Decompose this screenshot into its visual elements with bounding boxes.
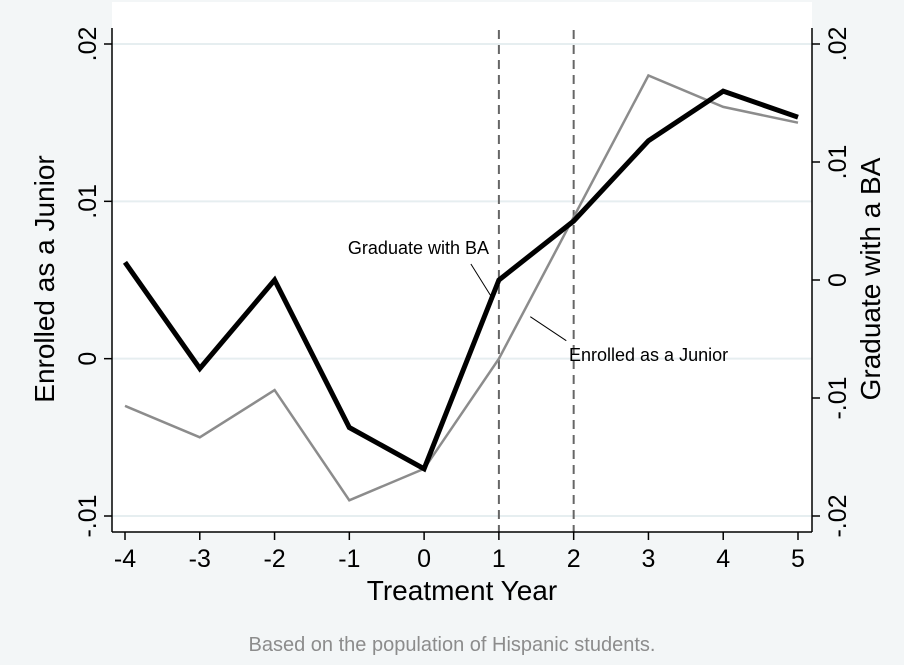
series-line-graduate-with-ba	[122, 88, 799, 473]
series-group	[122, 73, 799, 502]
annotation-enrolled-as-junior: Enrolled as a Junior	[569, 345, 728, 365]
grid	[112, 43, 812, 517]
right-y-tick-label: 0	[824, 273, 852, 287]
right-y-tick-label: .01	[824, 145, 852, 180]
right-y-tick-label: -.01	[824, 376, 852, 419]
x-tick-label: -4	[114, 545, 136, 573]
x-tick-label: 5	[791, 545, 805, 573]
right-y-tick-label: -.02	[824, 494, 852, 537]
annotations: Graduate with BA Enrolled as a Junior	[348, 238, 728, 365]
left-y-tick-label: .01	[74, 184, 102, 219]
right-y-axis-title: Graduate with a BA	[855, 157, 886, 400]
left-y-tick-label: .02	[74, 27, 102, 62]
right-y-tick-label: .02	[824, 27, 852, 62]
x-tick-label: 0	[417, 545, 431, 573]
x-tick-label: -3	[189, 545, 211, 573]
left-y-tick-label: 0	[74, 352, 102, 366]
x-tick-label: -2	[263, 545, 285, 573]
plot-background	[112, 2, 812, 532]
left-y-ticks: -.01 0 .01 .02	[74, 27, 112, 538]
annotation-leader-line	[470, 263, 492, 297]
left-y-axis-title: Enrolled as a Junior	[29, 155, 60, 402]
x-tick-label: 1	[492, 545, 506, 573]
x-ticks: -4 -3 -2 -1 0 1 2 3 4 5	[114, 532, 805, 573]
figure-note: Based on the population of Hispanic stud…	[249, 634, 656, 656]
reference-lines	[497, 30, 575, 532]
right-y-ticks: -.02 -.01 0 .01 .02	[812, 27, 852, 538]
x-axis-title: Treatment Year	[367, 575, 557, 606]
x-tick-label: 3	[641, 545, 655, 573]
left-y-tick-label: -.01	[74, 494, 102, 537]
x-tick-label: 2	[567, 545, 581, 573]
series-line-enrolled-as-junior	[124, 73, 799, 502]
annotation-graduate-with-ba: Graduate with BA	[348, 238, 489, 258]
annotation-leader-line	[530, 316, 567, 342]
x-tick-label: -1	[338, 545, 360, 573]
x-tick-label: 4	[716, 545, 730, 573]
